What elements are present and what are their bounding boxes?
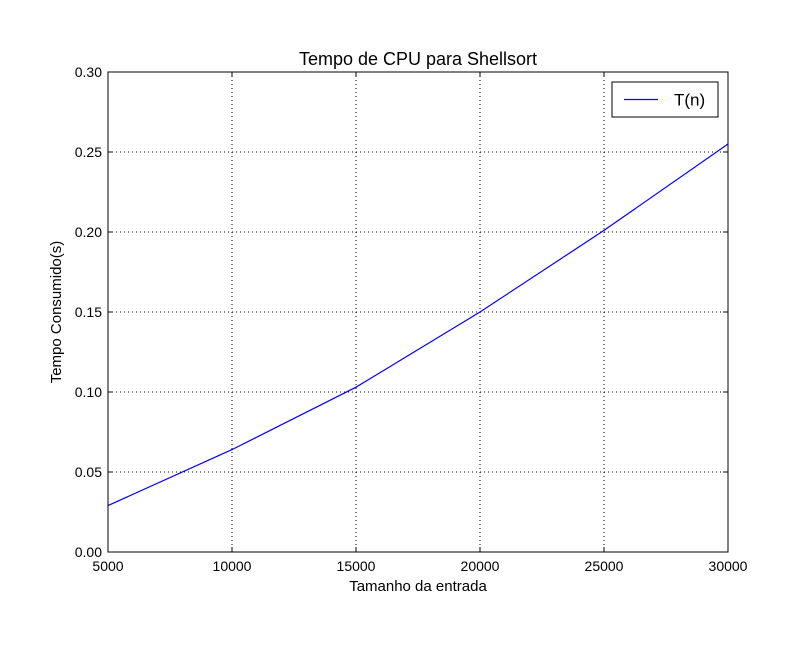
x-tick-label: 20000	[461, 558, 500, 574]
y-axis-title: Tempo Consumido(s)	[48, 241, 65, 384]
grid-lines	[107, 71, 729, 553]
data-point	[603, 229, 605, 231]
series-layer	[107, 143, 729, 507]
y-tick-label: 0.30	[75, 64, 102, 80]
y-tick-label: 0.25	[75, 144, 102, 160]
x-axis-tick-labels: 5000 10000 15000 20000 25000 30000	[92, 558, 747, 574]
y-axis-tick-labels: 0.00 0.05 0.10 0.15 0.20 0.25 0.30	[75, 64, 102, 560]
y-tick-label: 0.10	[75, 384, 102, 400]
chart-title: Tempo de CPU para Shellsort	[299, 49, 537, 69]
series-line-t-n	[107, 143, 729, 507]
legend-label-t-n: T(n)	[674, 91, 705, 110]
axis-ticks	[107, 71, 729, 553]
x-tick-label: 25000	[585, 558, 624, 574]
y-tick-label: 0.20	[75, 224, 102, 240]
y-tick-label: 0.15	[75, 304, 102, 320]
data-point	[231, 449, 233, 451]
x-tick-label: 10000	[213, 558, 252, 574]
data-point	[479, 311, 481, 313]
y-tick-label: 0.00	[75, 544, 102, 560]
data-point	[355, 386, 357, 388]
x-tick-label: 5000	[92, 558, 123, 574]
y-tick-label: 0.05	[75, 464, 102, 480]
x-tick-label: 15000	[337, 558, 376, 574]
legend: T(n)	[611, 81, 719, 118]
x-axis-title: Tamanho da entrada	[349, 578, 487, 595]
x-tick-label: 30000	[709, 558, 748, 574]
